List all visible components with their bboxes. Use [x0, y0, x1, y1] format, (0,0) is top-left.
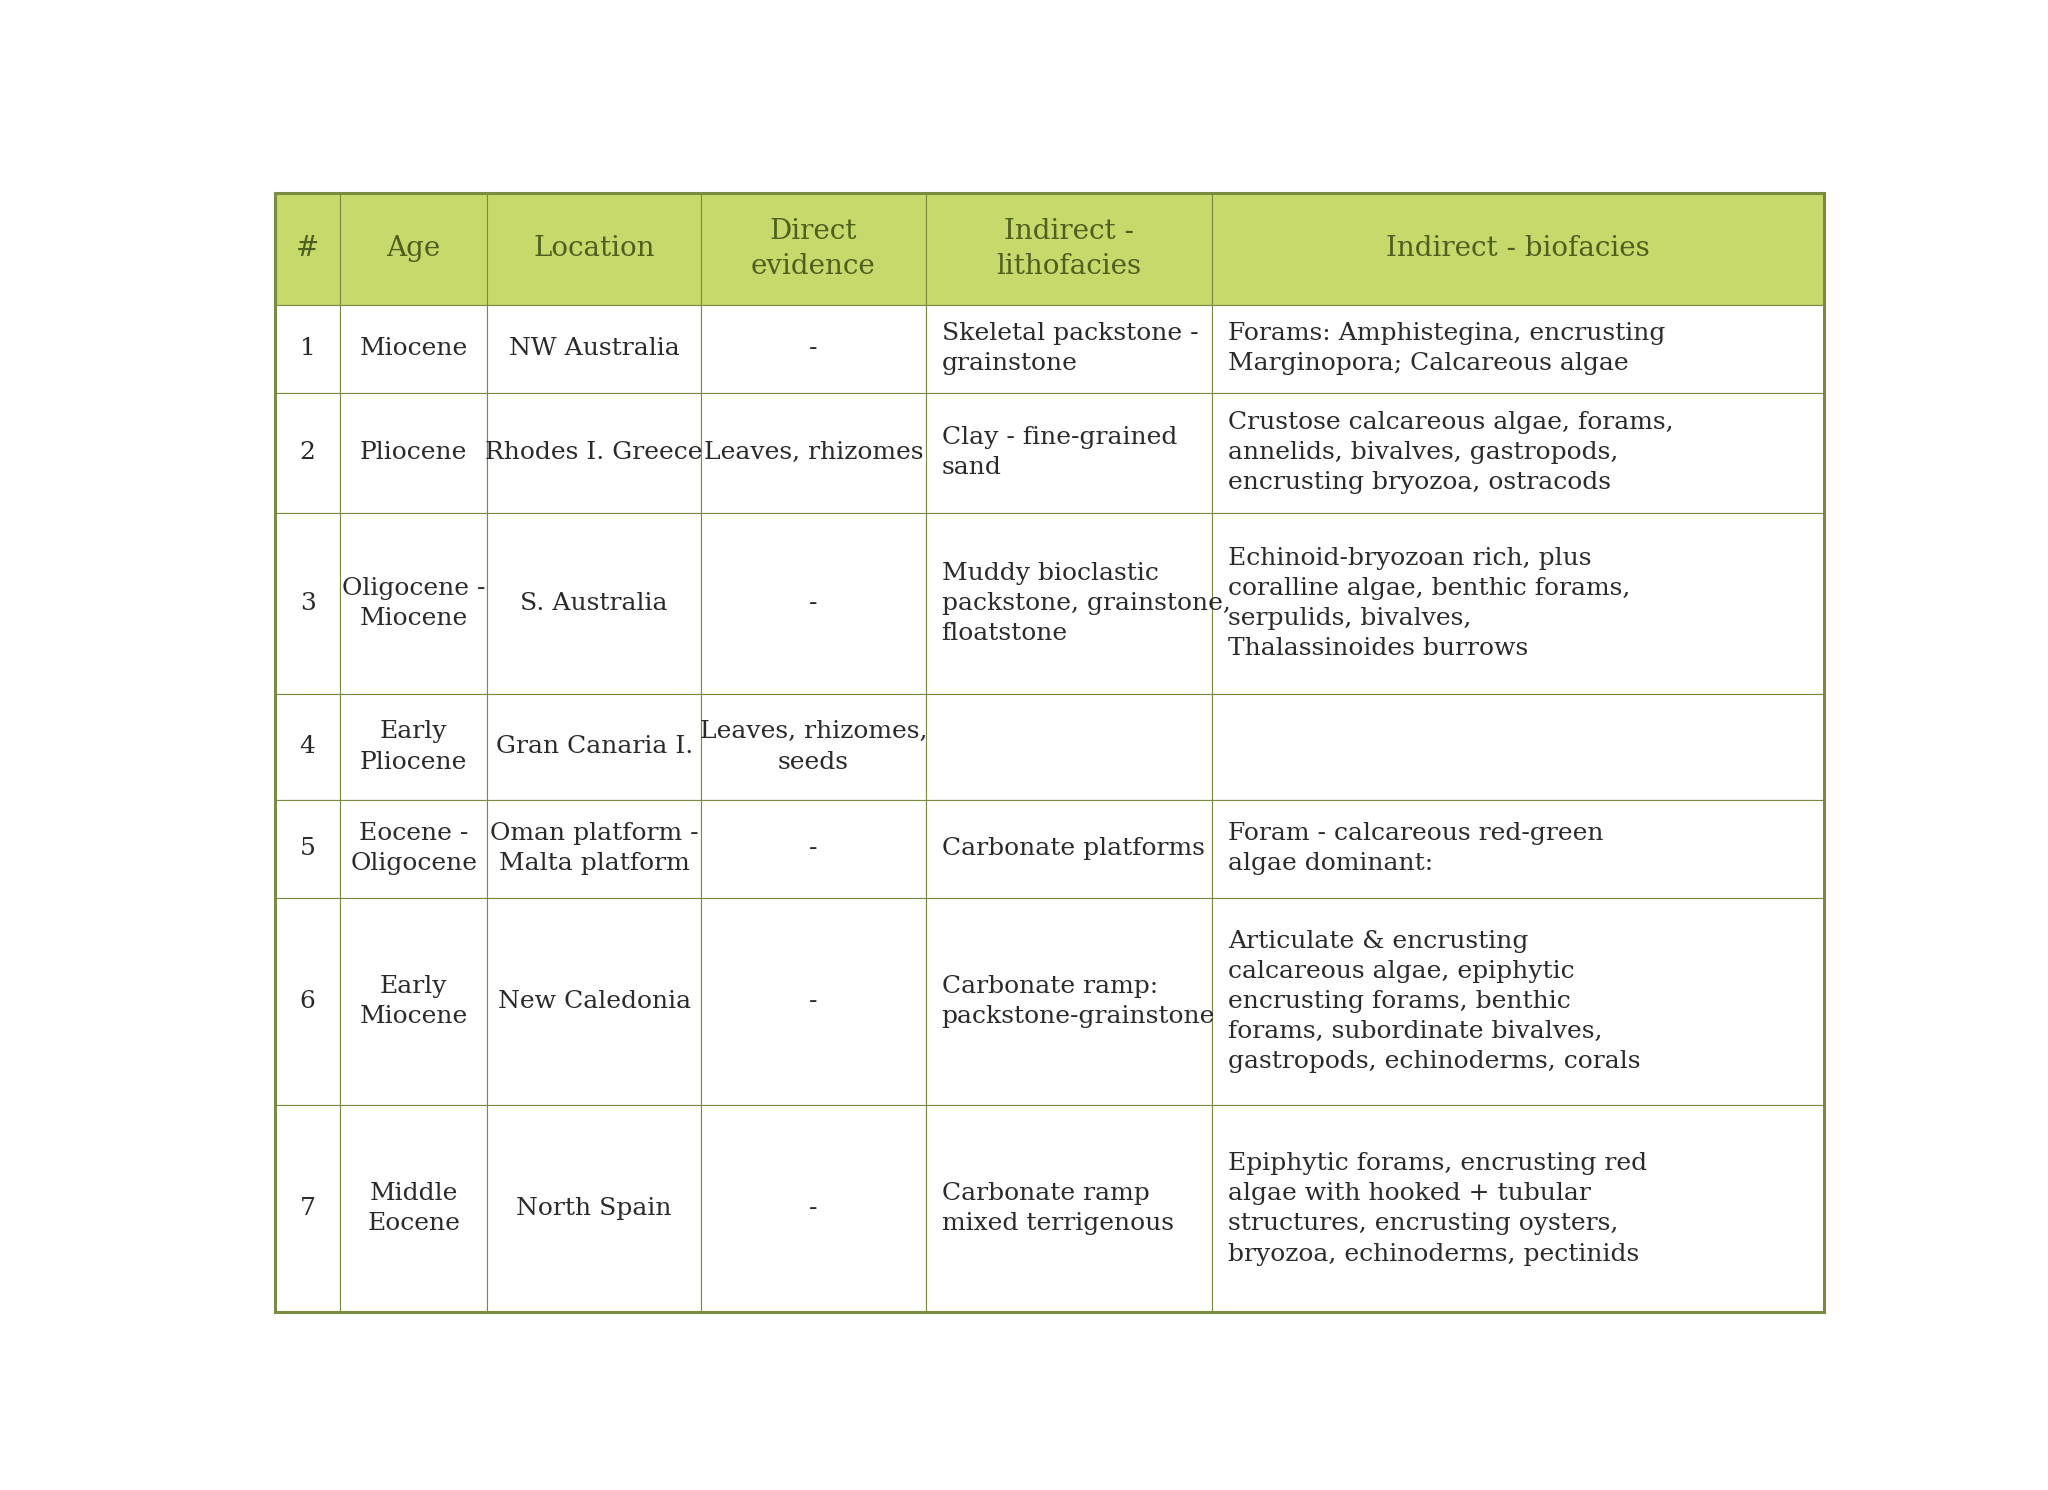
Text: Gran Canaria I.: Gran Canaria I. — [496, 736, 692, 758]
Text: Clay - fine-grained
sand: Clay - fine-grained sand — [942, 426, 1178, 480]
Text: Age: Age — [387, 235, 440, 262]
Bar — [274, 392, 340, 513]
Text: Leaves, rhizomes,
seeds: Leaves, rhizomes, seeds — [700, 720, 928, 773]
Text: Indirect -
lithofacies: Indirect - lithofacies — [997, 218, 1141, 280]
Text: Muddy bioclastic
packstone, grainstone,
floatstone: Muddy bioclastic packstone, grainstone, … — [942, 562, 1231, 645]
Bar — [274, 898, 340, 1106]
Text: Echinoid-bryozoan rich, plus
coralline algae, benthic forams,
serpulids, bivalve: Echinoid-bryozoan rich, plus coralline a… — [1229, 547, 1630, 660]
Text: Carbonate ramp:
packstone-grainstone: Carbonate ramp: packstone-grainstone — [942, 974, 1214, 1028]
Bar — [700, 800, 926, 898]
Bar — [487, 513, 700, 694]
Text: Oligocene -
Miocene: Oligocene - Miocene — [342, 577, 485, 630]
Bar — [926, 898, 1212, 1106]
Bar — [1212, 192, 1825, 305]
Bar — [340, 694, 487, 800]
Bar — [926, 800, 1212, 898]
Bar — [700, 192, 926, 305]
Text: Middle
Eocene: Middle Eocene — [367, 1182, 461, 1235]
Bar — [926, 192, 1212, 305]
Bar — [274, 192, 340, 305]
Text: 6: 6 — [299, 989, 315, 1013]
Text: 4: 4 — [299, 736, 315, 758]
Bar — [1212, 898, 1825, 1106]
Text: Articulate & encrusting
calcareous algae, epiphytic
encrusting forams, benthic
f: Articulate & encrusting calcareous algae… — [1229, 930, 1640, 1073]
Bar — [926, 694, 1212, 800]
Bar — [1212, 392, 1825, 513]
Bar — [1212, 694, 1825, 800]
Bar — [274, 1106, 340, 1313]
Text: Leaves, rhizomes: Leaves, rhizomes — [705, 441, 924, 463]
Bar — [700, 1106, 926, 1313]
Bar — [340, 192, 487, 305]
Text: Rhodes I. Greece: Rhodes I. Greece — [485, 441, 702, 463]
Bar — [1212, 513, 1825, 694]
Bar — [487, 305, 700, 392]
Text: Oman platform -
Malta platform: Oman platform - Malta platform — [489, 822, 698, 876]
Text: Miocene: Miocene — [360, 337, 467, 361]
Text: Eocene -
Oligocene: Eocene - Oligocene — [350, 822, 477, 876]
Text: Direct
evidence: Direct evidence — [752, 218, 877, 280]
Bar — [340, 898, 487, 1106]
Text: Early
Pliocene: Early Pliocene — [360, 720, 467, 773]
Text: Location: Location — [532, 235, 655, 262]
Text: North Spain: North Spain — [516, 1198, 672, 1220]
Bar — [926, 1106, 1212, 1313]
Text: Indirect - biofacies: Indirect - biofacies — [1386, 235, 1651, 262]
Text: 3: 3 — [299, 592, 315, 615]
Text: Epiphytic forams, encrusting red
algae with hooked + tubular
structures, encrust: Epiphytic forams, encrusting red algae w… — [1229, 1152, 1647, 1265]
Text: -: - — [809, 592, 817, 615]
Text: Skeletal packstone -
grainstone: Skeletal packstone - grainstone — [942, 322, 1198, 375]
Text: -: - — [809, 837, 817, 860]
Text: -: - — [809, 1198, 817, 1220]
Bar — [700, 392, 926, 513]
Bar — [700, 305, 926, 392]
Bar — [274, 513, 340, 694]
Text: Carbonate platforms: Carbonate platforms — [942, 837, 1204, 860]
Text: S. Australia: S. Australia — [520, 592, 668, 615]
Bar — [487, 392, 700, 513]
Text: Foram - calcareous red-green
algae dominant:: Foram - calcareous red-green algae domin… — [1229, 822, 1604, 876]
Bar — [487, 1106, 700, 1313]
Text: 1: 1 — [299, 337, 315, 361]
Bar — [340, 305, 487, 392]
Text: #: # — [297, 235, 319, 262]
Text: -: - — [809, 337, 817, 361]
Bar — [926, 305, 1212, 392]
Bar — [926, 513, 1212, 694]
Bar — [274, 305, 340, 392]
Text: 7: 7 — [299, 1198, 315, 1220]
Bar — [487, 694, 700, 800]
Bar — [700, 694, 926, 800]
Text: Crustose calcareous algae, forams,
annelids, bivalves, gastropods,
encrusting br: Crustose calcareous algae, forams, annel… — [1229, 411, 1673, 495]
Text: 5: 5 — [299, 837, 315, 860]
Bar — [487, 898, 700, 1106]
Bar — [340, 513, 487, 694]
Text: New Caledonia: New Caledonia — [498, 989, 690, 1013]
Bar — [340, 1106, 487, 1313]
Bar — [274, 694, 340, 800]
Text: NW Australia: NW Australia — [508, 337, 680, 361]
Text: Carbonate ramp
mixed terrigenous: Carbonate ramp mixed terrigenous — [942, 1182, 1174, 1235]
Text: -: - — [809, 989, 817, 1013]
Bar — [340, 800, 487, 898]
Bar — [700, 898, 926, 1106]
Text: Forams: Amphistegina, encrusting
Marginopora; Calcareous algae: Forams: Amphistegina, encrusting Margino… — [1229, 322, 1665, 375]
Bar — [340, 392, 487, 513]
Bar — [926, 392, 1212, 513]
Text: Pliocene: Pliocene — [360, 441, 467, 463]
Bar — [487, 800, 700, 898]
Text: 2: 2 — [299, 441, 315, 463]
Bar — [1212, 305, 1825, 392]
Bar — [487, 192, 700, 305]
Bar — [274, 800, 340, 898]
Text: Early
Miocene: Early Miocene — [360, 974, 467, 1028]
Bar — [1212, 800, 1825, 898]
Bar — [700, 513, 926, 694]
Bar — [1212, 1106, 1825, 1313]
